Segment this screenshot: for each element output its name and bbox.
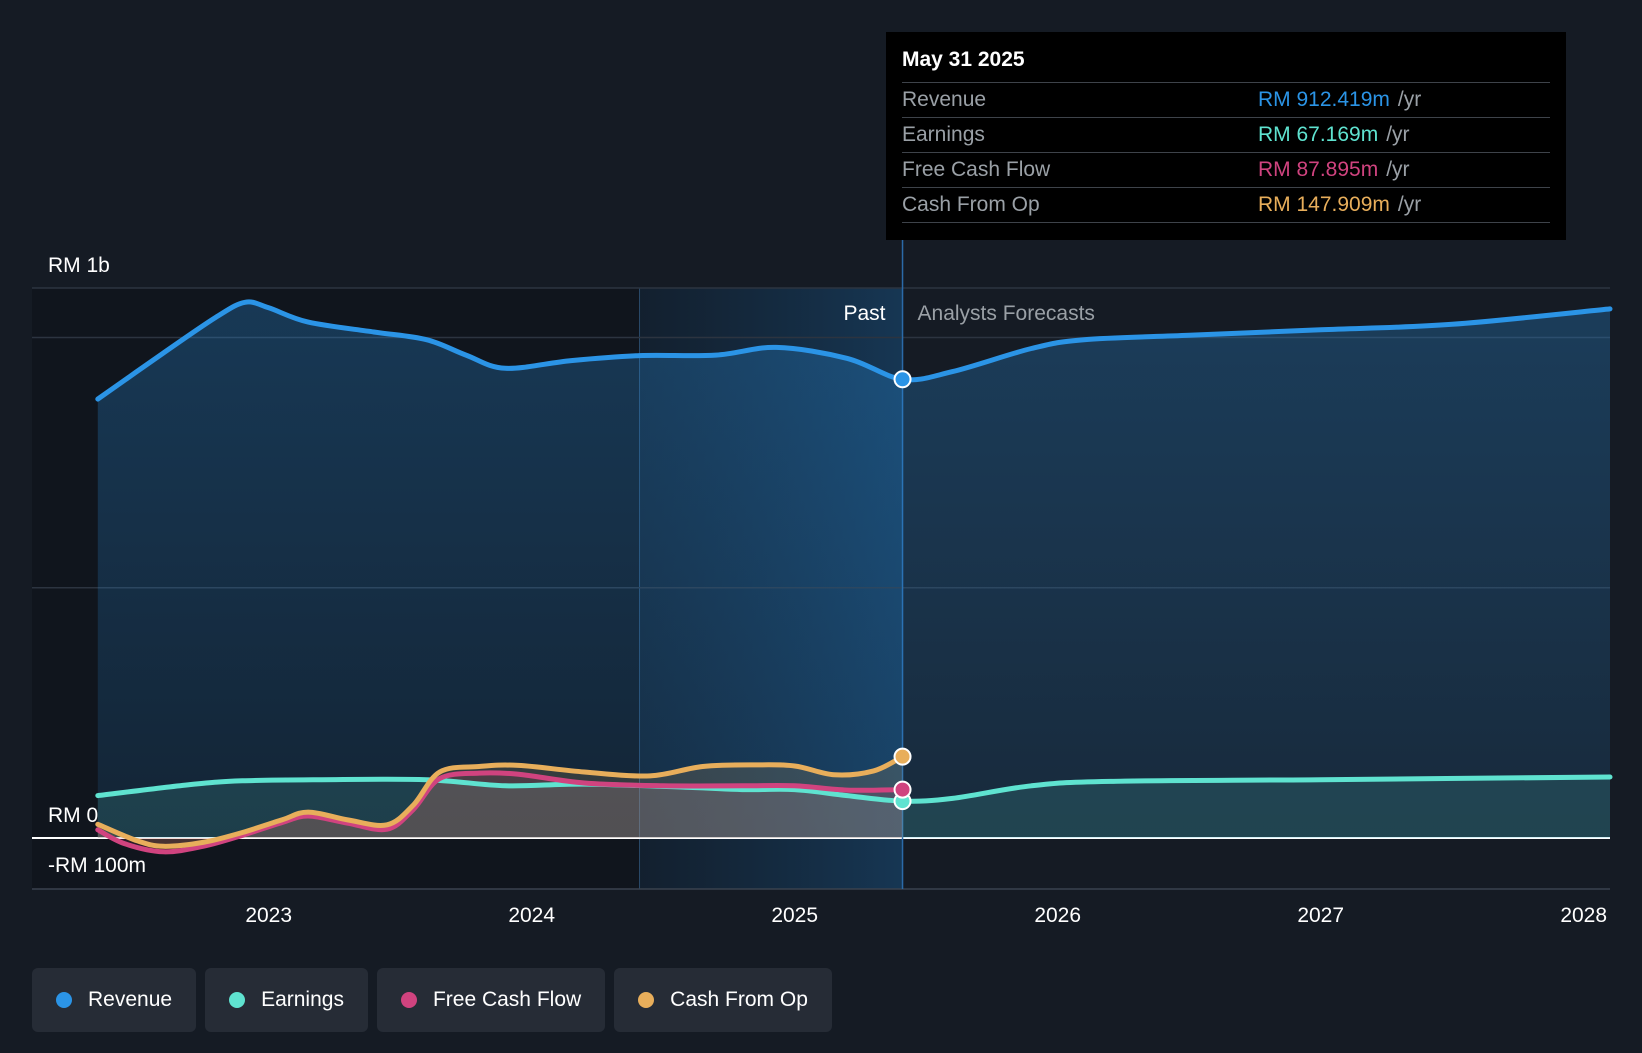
legend: Revenue Earnings Free Cash Flow Cash Fro… (32, 968, 832, 1032)
tooltip-unit: /yr (1386, 123, 1410, 146)
earnings-line (95, 774, 1613, 804)
legend-item-earnings[interactable]: Earnings (205, 968, 368, 1032)
tooltip-unit: /yr (1386, 158, 1410, 181)
cash-from-op-line (95, 754, 905, 849)
legend-item-cash-from-op[interactable]: Cash From Op (614, 968, 832, 1032)
legend-label: Cash From Op (670, 988, 808, 1011)
tooltip-row-free-cash-flow: Free Cash Flow RM 87.895m /yr (902, 152, 1550, 187)
cash-from-op-marker (893, 747, 912, 766)
x-axis-tick-label: 2023 (245, 904, 292, 927)
revenue-area (97, 301, 1610, 838)
tooltip-row-earnings: Earnings RM 67.169m /yr (902, 117, 1550, 152)
free-cash-flow-area (97, 772, 903, 852)
tooltip-label: Revenue (902, 88, 987, 111)
cash-from-op-dot-icon (638, 992, 655, 1008)
y-axis-label: RM 0 (48, 804, 98, 827)
legend-item-revenue[interactable]: Revenue (32, 968, 197, 1032)
tooltip-value: RM 87.895m (1258, 158, 1379, 181)
free-cash-flow-line (95, 770, 905, 855)
x-axis-tick-label: 2025 (771, 904, 818, 927)
tooltip-label: Cash From Op (902, 193, 1040, 216)
earnings-dot-icon (229, 992, 246, 1008)
x-axis-tick-label: 2026 (1034, 904, 1081, 927)
x-axis-tick-label: 2028 (1560, 904, 1607, 927)
tooltip-unit: /yr (1397, 88, 1422, 111)
tooltip-value: RM 147.909m (1258, 193, 1390, 216)
x-axis-tick-label: 2027 (1297, 904, 1344, 927)
past-label: Past (843, 302, 885, 325)
tooltip-row-cash-from-op: Cash From Op RM 147.909m /yr (902, 187, 1550, 223)
x-axis-tick-label: 2024 (508, 904, 555, 927)
tooltip: May 31 2025 Revenue RM 912.419m /yr Earn… (886, 32, 1566, 240)
tooltip-unit: /yr (1397, 193, 1422, 216)
revenue-marker (893, 370, 912, 389)
legend-item-free-cash-flow[interactable]: Free Cash Flow (376, 968, 606, 1032)
tooltip-value: RM 67.169m (1258, 123, 1379, 146)
tooltip-label: Free Cash Flow (902, 158, 1051, 181)
cash-from-op-area (97, 756, 903, 847)
y-axis-label: RM 1b (48, 254, 110, 277)
y-axis-label: -RM 100m (48, 854, 146, 877)
revenue-line (95, 299, 1613, 402)
tooltip-date: May 31 2025 (902, 48, 1025, 71)
earnings-area (97, 777, 1610, 838)
legend-label: Earnings (261, 988, 344, 1011)
legend-label: Free Cash Flow (432, 988, 582, 1011)
revenue-dot-icon (56, 992, 72, 1008)
tooltip-row-revenue: Revenue RM 912.419m /yr (902, 82, 1550, 117)
forecast-label: Analysts Forecasts (918, 302, 1095, 325)
free-cash-flow-dot-icon (400, 992, 417, 1008)
free-cash-flow-marker (893, 780, 912, 799)
legend-label: Revenue (88, 988, 173, 1011)
tooltip-label: Earnings (902, 123, 985, 146)
tooltip-value: RM 912.419m (1258, 88, 1390, 111)
